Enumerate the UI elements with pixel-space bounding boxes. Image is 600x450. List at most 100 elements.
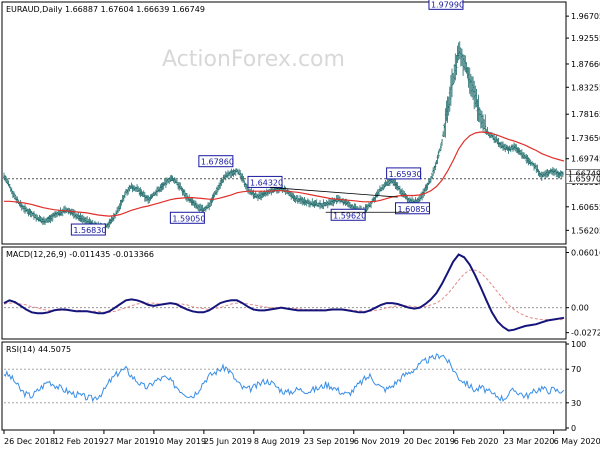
price-y-tick-label: 1.83255 [571, 83, 600, 92]
price-bar [164, 177, 167, 188]
price-annotation: 1.65930 [386, 167, 422, 180]
rsi-line [3, 353, 565, 403]
x-tick-label: 25 Jun 2019 [204, 437, 252, 446]
price-y-tick-label: 1.73650 [571, 134, 600, 143]
watermark-text: ActionForex.com [162, 47, 345, 72]
price-y-tick-label: 1.78165 [571, 110, 600, 119]
macd-panel-frame [1, 246, 567, 340]
price-bar [113, 213, 116, 219]
price-bar [537, 169, 540, 176]
price-bar [242, 176, 245, 183]
price-bar [119, 199, 122, 210]
price-annotation-label: 1.60850 [398, 205, 431, 214]
price-annotation: 1.60850 [395, 202, 431, 215]
price-bar [561, 171, 564, 177]
price-bar [293, 194, 296, 202]
x-tick-label: 6 May 2020 [554, 437, 600, 446]
price-y-tick-label: 1.92555 [571, 34, 600, 43]
price-bar [418, 194, 421, 202]
price-bar [215, 186, 218, 195]
price-y-tick-label: 1.69745 [571, 155, 600, 164]
price-annotation: 1.59620 [330, 208, 366, 221]
macd-lines-group [3, 253, 565, 332]
price-annotation-label: 1.59620 [333, 211, 366, 220]
x-tick-label: 6 Feb 2020 [454, 437, 499, 446]
rsi-panel-frame [1, 341, 567, 431]
price-bar [152, 191, 155, 197]
macd-signal-line [3, 269, 564, 321]
reference-price-label: 1.65970 [568, 175, 600, 184]
price-bar [150, 193, 153, 199]
moving-average-group [4, 131, 565, 217]
reference-price-marker: 1.65970 [565, 174, 600, 184]
price-bar [377, 189, 380, 196]
current-price-label: 1.66749 [568, 170, 600, 179]
x-tick-label: 23 Mar 2020 [504, 437, 555, 446]
macd-line [3, 253, 565, 332]
price-annotation: 1.67860 [198, 155, 234, 168]
price-bar [452, 72, 455, 85]
price-bar [444, 108, 447, 138]
macd-y-tick-label: 0.00 [571, 304, 589, 313]
price-panel-frame [1, 1, 567, 245]
price-bar [123, 191, 126, 199]
rsi-lines-group [3, 353, 565, 403]
price-annotation: 1.64320 [247, 175, 283, 188]
price-bar [531, 162, 534, 167]
x-tick-label: 10 May 2019 [154, 437, 206, 446]
price-annotation-label: 1.59050 [172, 214, 205, 223]
price-bar [32, 211, 35, 220]
price-bar [436, 154, 439, 164]
channel-upper-line [270, 187, 398, 198]
macd-panel-header: MACD(12,26,9) -0.011435 -0.013366 [6, 250, 154, 259]
price-bar [14, 194, 17, 200]
price-bar [530, 161, 533, 166]
macd-y-tick-label: 0.060165 [571, 249, 600, 258]
price-y-tick-label: 1.87660 [571, 60, 600, 69]
price-bar [439, 143, 442, 151]
rsi-y-tick-label: 70 [571, 365, 581, 374]
rsi-y-tick-label: 100 [571, 340, 586, 349]
x-tick-label: 20 Dec 2019 [404, 437, 455, 446]
price-bar [437, 150, 440, 158]
moving-average-line [4, 131, 565, 217]
price-bar [8, 184, 11, 189]
price-annotation-label: 1.64320 [250, 178, 283, 187]
price-bar [435, 160, 438, 165]
price-bar [484, 114, 487, 134]
price-annotation: 1.56830 [70, 223, 106, 236]
price-bar [128, 184, 131, 192]
x-tick-label: 26 Dec 2018 [4, 437, 55, 446]
rsi-y-tick-label: 0 [571, 424, 576, 433]
price-y-tick-label: 1.96705 [571, 12, 600, 21]
price-annotation-label: 1.97990 [431, 0, 464, 9]
price-annotation: 1.59050 [169, 211, 205, 224]
price-bar [455, 55, 458, 76]
price-panel-header: EURAUD,Daily 1.66887 1.67604 1.66639 1.6… [6, 5, 205, 14]
x-tick-label: 23 Sep 2019 [304, 437, 355, 446]
rsi-y-axis: 100 70 30 0 [4, 340, 586, 433]
price-bar [324, 201, 327, 207]
price-annotation: 1.97990 [428, 0, 464, 10]
price-bar [12, 191, 15, 198]
x-tick-label: 6 Nov 2019 [354, 437, 400, 446]
x-tick-label: 8 Aug 2019 [254, 437, 300, 446]
price-bar [431, 173, 434, 179]
price-y-tick-label: 1.60655 [571, 203, 600, 212]
price-bar [382, 184, 385, 191]
macd-y-tick-label: -0.02725 [571, 329, 600, 338]
price-annotations-group: 1.97990 1.67860 1.64320 1.65930 1.59050 1.568… [70, 0, 464, 236]
rsi-panel-header: RSI(14) 44.5075 [6, 345, 71, 354]
price-bar [366, 204, 369, 211]
x-tick-label: 27 Mar 2019 [104, 437, 155, 446]
price-bar [244, 182, 247, 190]
price-bar [434, 162, 437, 171]
price-bar [235, 168, 238, 173]
price-annotation-label: 1.56830 [73, 226, 106, 235]
x-tick-label: 12 Feb 2019 [54, 437, 104, 446]
price-y-tick-label: 1.56205 [571, 226, 600, 235]
rsi-y-tick-label: 30 [571, 399, 581, 408]
